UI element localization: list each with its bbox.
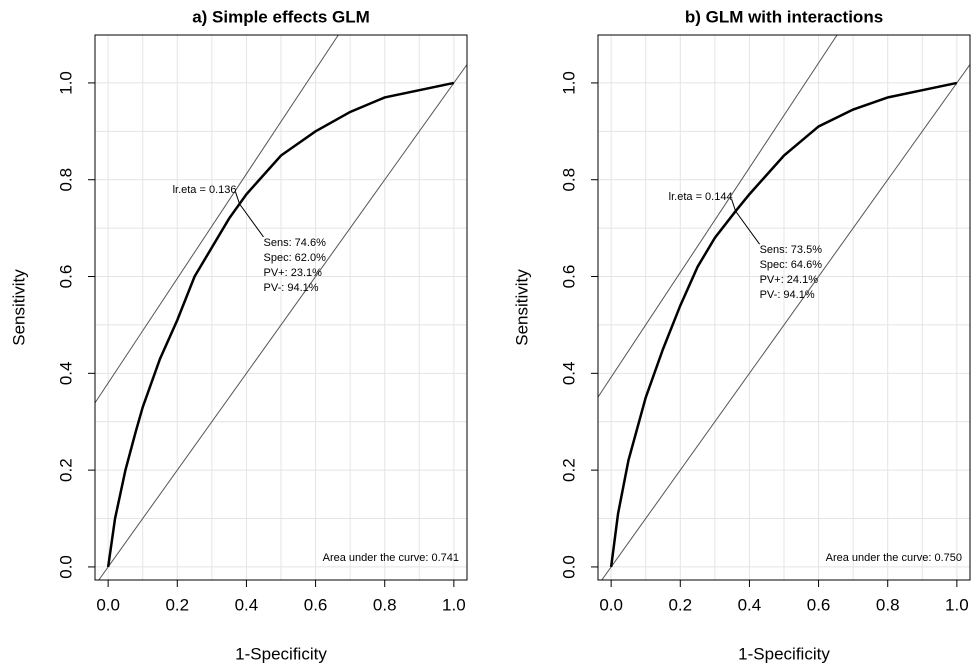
x-tick-label: 0.0: [96, 595, 120, 614]
annotation-line: Spec: 62.0%: [264, 252, 327, 264]
y-axis-label: Sensitivity: [512, 269, 531, 346]
x-tick-label: 1.0: [442, 595, 466, 614]
roc-curve: [106, 81, 455, 568]
y-tick-label: 0.0: [56, 555, 75, 579]
x-axis-label: 1-Specificity: [738, 644, 830, 663]
reference-line: [598, 35, 838, 398]
reference-line: [98, 64, 467, 580]
x-tick-label: 0.8: [373, 595, 397, 614]
y-tick-label: 0.6: [559, 265, 578, 289]
annotation-pointer: [731, 199, 761, 245]
annotation-line: PV-: 94.1%: [760, 289, 815, 301]
plot-box: [597, 34, 971, 581]
clipped: [95, 35, 467, 580]
reference-line: [601, 64, 970, 580]
plot-box: [94, 34, 468, 581]
x-axis-label: 1-Specificity: [235, 644, 327, 663]
y-tick-label: 0.4: [56, 362, 75, 386]
annotation-line: PV+: 23.1%: [264, 267, 323, 279]
chart-title: a) Simple effects GLM: [192, 7, 370, 26]
annotation-line: Spec: 64.6%: [760, 259, 823, 271]
x-tick-label: 0.4: [738, 595, 762, 614]
annotation-line: PV-: 94.1%: [264, 282, 319, 294]
y-tick-label: 0.2: [56, 458, 75, 482]
x-tick-label: 1.0: [945, 595, 969, 614]
y-tick-label: 0.4: [559, 362, 578, 386]
annotation-label: lr.eta = 0.136: [173, 184, 237, 196]
y-tick-label: 1.0: [559, 71, 578, 95]
reference-line: [95, 35, 339, 404]
x-tick-label: 0.2: [165, 595, 189, 614]
y-tick-label: 0.6: [56, 265, 75, 289]
chart-title: b) GLM with interactions: [685, 7, 883, 26]
x-tick-label: 0.2: [668, 595, 692, 614]
plot: 0.0 0.2 0.4 0.6 0.8 1.0 0.0 0.2 0.4 0.6 0.8 1.0 b) G…: [512, 7, 971, 663]
plot: 0.0 0.2 0.4 0.6 0.8 1.0 0.0 0.2 0.4 0.6 0.8 1.0 a) S…: [9, 7, 468, 663]
y-axis-label: Sensitivity: [9, 269, 28, 346]
y-tick-label: 0.0: [559, 555, 578, 579]
auc-text: Area under the curve: 0.750: [826, 552, 962, 564]
y-tick-label: 0.8: [559, 168, 578, 192]
y-tick-label: 0.8: [56, 168, 75, 192]
annotation-line: Sens: 74.6%: [264, 237, 327, 249]
annotation-line: Sens: 73.5%: [760, 244, 823, 256]
x-tick-label: 0.4: [235, 595, 259, 614]
annotation-line: PV+: 24.1%: [760, 274, 819, 286]
x-tick-label: 0.0: [599, 595, 623, 614]
x-tick-label: 0.8: [876, 595, 900, 614]
annotation-pointer: [235, 191, 264, 238]
x-tick-label: 0.6: [807, 595, 831, 614]
y-tick-label: 1.0: [56, 71, 75, 95]
y-tick-label: 0.2: [559, 458, 578, 482]
annotation-label: lr.eta = 0.144: [669, 191, 733, 203]
auc-text: Area under the curve: 0.741: [323, 552, 459, 564]
x-tick-label: 0.6: [304, 595, 328, 614]
